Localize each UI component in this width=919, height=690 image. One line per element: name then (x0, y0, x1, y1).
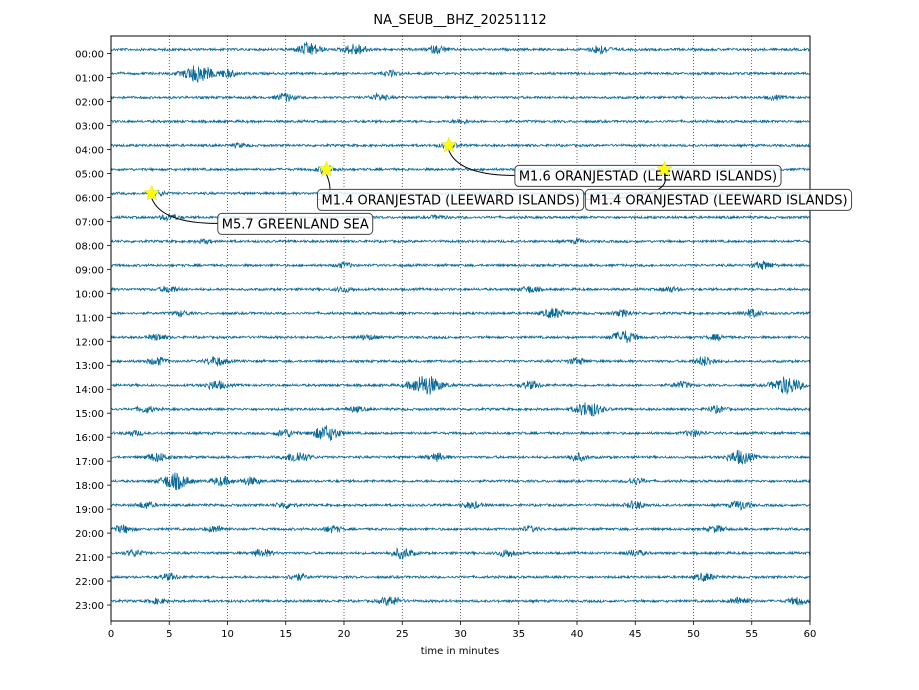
event-annotation: M1.4 ORANJESTAD (LEEWARD ISLANDS) (317, 160, 585, 211)
event-annotation: M5.7 GREENLAND SEA (143, 184, 374, 235)
event-annotations: M5.7 GREENLAND SEA M1.4 ORANJESTAD (LEEWA… (143, 136, 853, 235)
trace-row-1000 (110, 285, 811, 294)
event-annotation: M1.4 ORANJESTAD (LEEWARD ISLANDS) (584, 160, 853, 211)
trace-row-0100 (110, 65, 811, 84)
event-connector (448, 150, 515, 176)
y-tick-label: 04:00 (75, 145, 104, 156)
y-tick-label: 12:00 (75, 337, 104, 348)
trace-row-2200 (110, 572, 811, 582)
x-tick-label: 0 (108, 629, 114, 640)
x-tick-label: 5 (166, 629, 172, 640)
y-tick-labels: 00:00 01:00 02:00 03:00 04:00 05:00 06:00 07:00… (75, 50, 111, 612)
y-tick-label: 03:00 (75, 121, 104, 132)
y-tick-label: 14:00 (75, 385, 104, 396)
y-tick-label: 17:00 (75, 457, 104, 468)
y-tick-label: 23:00 (75, 601, 104, 612)
trace-row-0900 (110, 260, 811, 270)
y-tick-label: 02:00 (75, 97, 104, 108)
y-tick-label: 13:00 (75, 361, 104, 372)
x-tick-label: 60 (804, 629, 817, 640)
chart-title: NA_SEUB__BHZ_20251112 (373, 13, 546, 28)
trace-row-1900 (110, 500, 811, 511)
trace-row-0400 (110, 141, 811, 150)
trace-row-2100 (110, 547, 811, 560)
y-tick-label: 18:00 (75, 481, 104, 492)
event-label-box (584, 188, 853, 211)
x-tick-label: 30 (454, 629, 467, 640)
y-tick-label: 06:00 (75, 193, 104, 204)
y-tick-label: 01:00 (75, 73, 104, 84)
trace-row-1400 (110, 376, 811, 395)
y-tick-label: 20:00 (75, 529, 104, 540)
event-connector (151, 198, 218, 224)
x-tick-label: 10 (221, 629, 234, 640)
y-tick-label: 15:00 (75, 409, 104, 420)
x-tick-label: 25 (396, 629, 409, 640)
y-tick-label: 10:00 (75, 289, 104, 300)
event-label-box (317, 188, 585, 211)
trace-row-0300 (110, 118, 811, 125)
x-tick-labels: 0 5 10 15 20 25 30 35 40 45 50 55 60 (108, 621, 817, 640)
trace-row-0800 (110, 237, 811, 245)
trace-row-1200 (110, 330, 811, 344)
x-tick-label: 45 (629, 629, 642, 640)
trace-layer (110, 41, 811, 607)
event-label-box (217, 212, 374, 235)
y-tick-label: 00:00 (75, 50, 104, 61)
event-annotation: M1.6 ORANJESTAD (LEEWARD ISLANDS) (440, 136, 782, 187)
event-label: M1.4 ORANJESTAD (LEEWARD ISLANDS) (322, 193, 580, 208)
event-label: M1.4 ORANJESTAD (LEEWARD ISLANDS) (589, 193, 847, 208)
y-tick-label: 11:00 (75, 313, 104, 324)
x-tick-label: 15 (279, 629, 292, 640)
x-tick-label: 40 (571, 629, 584, 640)
y-tick-label: 09:00 (75, 265, 104, 276)
event-star-marker (440, 136, 458, 153)
x-tick-label: 55 (745, 629, 758, 640)
trace-row-1600 (110, 425, 811, 441)
event-label: M1.6 ORANJESTAD (LEEWARD ISLANDS) (519, 169, 777, 184)
x-tick-label: 50 (687, 629, 700, 640)
y-tick-label: 19:00 (75, 505, 104, 516)
x-axis-label: time in minutes (421, 646, 500, 657)
event-label: M5.7 GREENLAND SEA (222, 217, 369, 232)
y-tick-label: 21:00 (75, 553, 104, 564)
y-tick-label: 08:00 (75, 241, 104, 252)
y-tick-label: 16:00 (75, 433, 104, 444)
event-star-marker (318, 160, 335, 177)
x-tick-label: 35 (512, 629, 525, 640)
event-label-box (514, 164, 782, 187)
trace-row-1500 (110, 402, 811, 417)
trace-row-0200 (110, 92, 811, 103)
trace-row-2000 (110, 524, 811, 534)
y-tick-label: 07:00 (75, 217, 104, 228)
trace-row-2300 (110, 596, 811, 607)
plot-frame (110, 35, 811, 622)
event-star-marker (656, 160, 673, 177)
event-star-marker (143, 184, 161, 201)
grid-lines (168, 36, 753, 621)
trace-row-1700 (110, 449, 811, 465)
x-tick-label: 20 (338, 629, 351, 640)
trace-row-1300 (110, 355, 811, 367)
y-tick-label: 22:00 (75, 577, 104, 588)
trace-row-1100 (110, 307, 811, 319)
y-tick-label: 05:00 (75, 169, 104, 180)
trace-row-1800 (110, 472, 811, 491)
trace-row-0000 (110, 41, 811, 55)
